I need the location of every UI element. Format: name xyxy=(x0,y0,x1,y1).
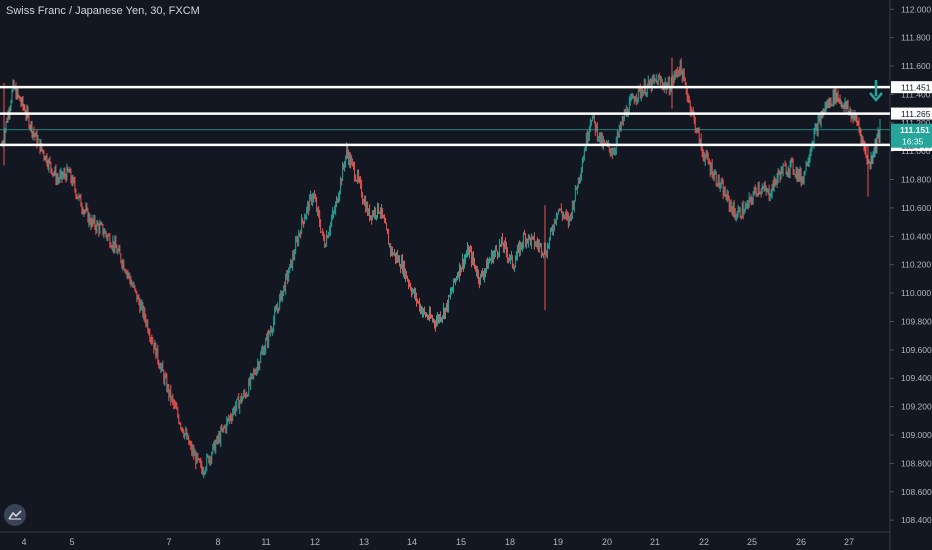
x-tick-label: 20 xyxy=(602,537,612,547)
price-badge xyxy=(891,123,932,148)
tradingview-logo-icon[interactable] xyxy=(4,504,26,526)
price-badge-value: 111.151 xyxy=(900,125,930,135)
level-label-text: 111.451 xyxy=(901,83,931,93)
y-tick-label: 109.600 xyxy=(901,345,932,355)
level-label-box xyxy=(891,107,932,120)
y-tick-label: 109.800 xyxy=(901,316,932,326)
x-tick-label: 5 xyxy=(69,537,74,547)
y-tick-label: 111.200 xyxy=(901,118,931,128)
y-tick-label: 110.600 xyxy=(901,203,931,213)
x-tick-label: 26 xyxy=(796,537,806,547)
y-tick-label: 111.600 xyxy=(901,61,931,71)
y-tick-label: 111.000 xyxy=(901,146,931,156)
x-tick-label: 8 xyxy=(215,537,220,547)
x-tick-label: 22 xyxy=(699,537,709,547)
x-tick-label: 4 xyxy=(21,537,26,547)
y-tick-label: 109.000 xyxy=(901,430,932,440)
arrow-down-head xyxy=(869,92,883,102)
level-label-text: 111.265 xyxy=(901,109,931,119)
x-tick-label: 18 xyxy=(505,537,515,547)
y-tick-label: 110.200 xyxy=(901,260,931,270)
y-tick-label: 112.000 xyxy=(901,4,931,14)
x-tick-label: 12 xyxy=(310,537,320,547)
x-tick-label: 13 xyxy=(359,537,369,547)
chart-title: Swiss Franc / Japanese Yen, 30, FXCM xyxy=(6,5,200,17)
x-tick-label: 11 xyxy=(261,537,270,547)
x-tick-label: 14 xyxy=(407,537,417,547)
y-tick-label: 109.400 xyxy=(901,373,932,383)
x-tick-label: 15 xyxy=(456,537,466,547)
level-label-box xyxy=(891,81,932,94)
x-tick-label: 25 xyxy=(747,537,757,547)
y-tick-label: 110.400 xyxy=(901,231,931,241)
y-tick-label: 110.000 xyxy=(901,288,931,298)
y-tick-label: 110.800 xyxy=(901,175,931,185)
y-tick-label: 108.400 xyxy=(901,515,932,525)
x-tick-label: 27 xyxy=(844,537,854,547)
x-tick-label: 19 xyxy=(553,537,563,547)
y-tick-label: 108.600 xyxy=(901,487,932,497)
price-badge-countdown: 16:35 xyxy=(902,137,924,147)
y-tick-label: 111.400 xyxy=(901,89,931,99)
y-tick-label: 108.800 xyxy=(901,458,932,468)
x-tick-label: 21 xyxy=(650,537,660,547)
y-tick-label: 109.200 xyxy=(901,402,932,412)
x-tick-label: 7 xyxy=(166,537,171,547)
y-tick-label: 111.800 xyxy=(901,33,931,43)
